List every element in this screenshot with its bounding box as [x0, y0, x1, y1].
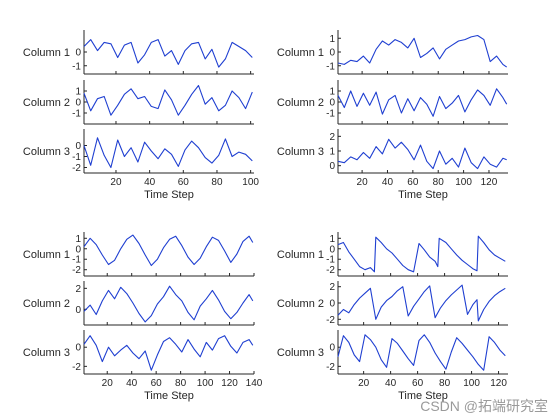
y-tick-label: 0: [75, 244, 81, 255]
y-tick-label: 0: [329, 299, 335, 310]
x-tick-label: 60: [178, 177, 190, 188]
y-tick-label: -1: [326, 61, 335, 72]
x-tick-label: 120: [221, 378, 238, 389]
y-tick-label: 1: [329, 34, 335, 45]
y-tick-label: 1: [329, 87, 335, 98]
series-label: Column 1: [23, 47, 70, 59]
series-line-2: [337, 88, 508, 117]
y-tick-label: 0: [329, 161, 335, 172]
x-axis-label: Time Step: [144, 189, 194, 201]
y-tick-label: 0: [75, 343, 81, 354]
x-tick-label: 20: [102, 378, 114, 389]
series-line-1: [83, 234, 254, 267]
y-tick-label: -1: [72, 255, 81, 266]
series-label: Column 3: [23, 146, 70, 158]
series-line-1: [83, 39, 253, 68]
series-label: Column 1: [277, 249, 324, 261]
series-line-3: [337, 334, 506, 371]
y-tick-label: 2: [75, 284, 81, 295]
x-axis-label: Time Step: [144, 390, 194, 402]
y-tick-label: 2: [329, 282, 335, 293]
y-tick-label: 0: [75, 305, 81, 316]
y-tick-label: -2: [326, 265, 335, 276]
x-tick-label: 80: [439, 378, 451, 389]
y-tick-label: 0: [75, 48, 81, 59]
x-tick-label: 80: [433, 177, 445, 188]
x-tick-label: 40: [382, 177, 394, 188]
series-line-3: [337, 138, 507, 170]
x-tick-label: 40: [126, 378, 138, 389]
y-tick-label: 1: [329, 147, 335, 158]
y-tick-label: -2: [326, 315, 335, 326]
y-tick-label: 0: [75, 98, 81, 109]
y-tick-label: 1: [75, 234, 81, 245]
series-label: Column 2: [23, 298, 70, 310]
x-tick-label: 120: [490, 378, 507, 389]
x-tick-label: 20: [110, 177, 122, 188]
y-tick-label: 2: [329, 132, 335, 143]
series-line-2: [83, 84, 253, 116]
x-tick-label: 80: [211, 177, 223, 188]
series-label: Column 3: [277, 347, 324, 359]
y-tick-label: -1: [326, 109, 335, 120]
x-tick-label: 40: [144, 177, 156, 188]
y-tick-label: -2: [326, 362, 335, 373]
x-tick-label: 100: [463, 378, 480, 389]
y-tick-label: 0: [329, 48, 335, 59]
y-tick-label: -1: [72, 109, 81, 120]
y-tick-label: -1: [326, 255, 335, 266]
series-line-1: [337, 34, 508, 68]
series-label: Column 3: [23, 347, 70, 359]
series-line-3: [83, 137, 253, 169]
x-tick-label: 100: [197, 378, 214, 389]
x-axis-label: Time Step: [398, 189, 448, 201]
x-tick-label: 60: [412, 378, 424, 389]
series-label: Column 3: [277, 146, 324, 158]
y-tick-label: 1: [75, 87, 81, 98]
series-line-2: [337, 284, 506, 322]
x-tick-label: 40: [385, 378, 397, 389]
series-label: Column 1: [277, 47, 324, 59]
y-tick-label: -1: [72, 61, 81, 72]
y-tick-label: -2: [72, 265, 81, 276]
series-label: Column 1: [23, 249, 70, 261]
x-tick-label: 80: [175, 378, 187, 389]
series-line-3: [83, 335, 254, 371]
y-tick-label: -1: [72, 152, 81, 163]
y-tick-label: 1: [329, 234, 335, 245]
x-tick-label: 20: [357, 177, 369, 188]
series-label: Column 2: [277, 298, 324, 310]
y-tick-label: 0: [329, 343, 335, 354]
series-label: Column 2: [277, 97, 324, 109]
watermark: CSDN @拓端研究室: [420, 398, 548, 414]
x-tick-label: 20: [358, 378, 370, 389]
series-line-1: [337, 235, 506, 273]
y-tick-label: 0: [75, 141, 81, 152]
x-tick-label: 120: [481, 177, 498, 188]
series-line-2: [83, 285, 254, 323]
y-tick-label: -2: [72, 362, 81, 373]
x-tick-label: 140: [246, 378, 263, 389]
x-tick-label: 60: [151, 378, 163, 389]
x-tick-label: 60: [407, 177, 419, 188]
x-tick-label: 100: [242, 177, 259, 188]
x-axis-label: Time Step: [398, 390, 448, 402]
series-label: Column 2: [23, 97, 70, 109]
y-tick-label: 0: [329, 244, 335, 255]
x-tick-label: 100: [455, 177, 472, 188]
y-tick-label: -2: [72, 163, 81, 174]
y-tick-label: 0: [329, 98, 335, 109]
